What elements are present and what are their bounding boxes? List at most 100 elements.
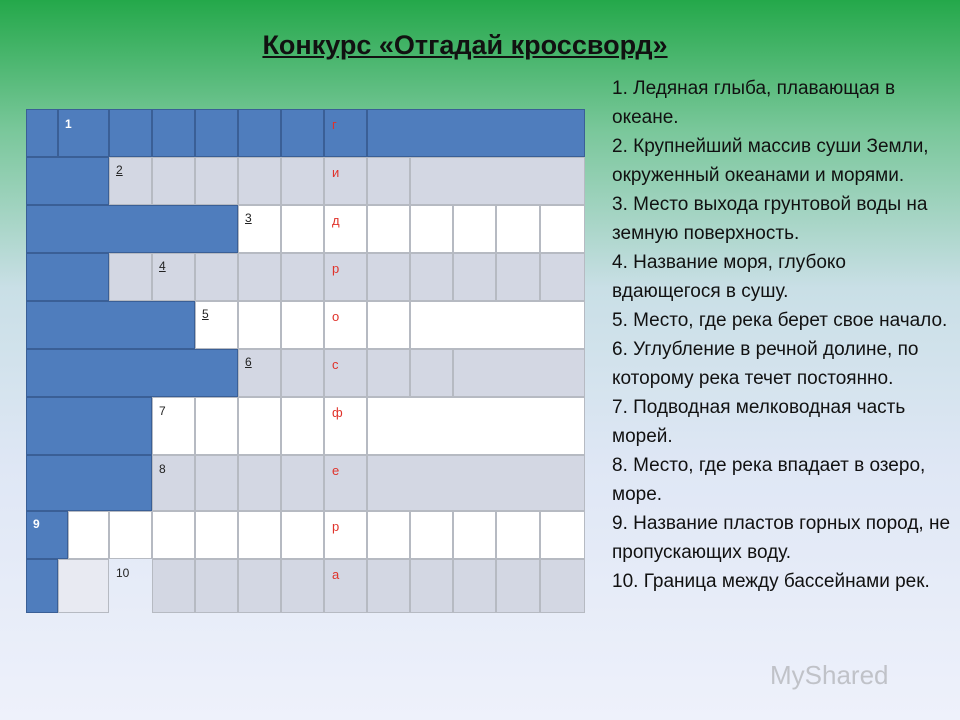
clue-1: 1. Ледяная глыба, плавающая в океане.: [612, 78, 896, 128]
crossword-cell[interactable]: [324, 455, 367, 511]
crossword-cell[interactable]: [195, 253, 238, 301]
crossword-cell[interactable]: [238, 301, 281, 349]
crossword-cell[interactable]: [324, 397, 367, 455]
crossword-cell[interactable]: [540, 253, 585, 301]
crossword-cell[interactable]: [410, 157, 585, 205]
crossword-cell[interactable]: [367, 301, 410, 349]
crossword-blank-block: [26, 511, 68, 559]
crossword-blank-block: [281, 109, 324, 157]
clue-number: 4: [159, 259, 166, 273]
crossword-cell[interactable]: [496, 253, 540, 301]
crossword-cell[interactable]: [281, 301, 324, 349]
crossword-blank-block: [26, 157, 109, 205]
crossword-cell[interactable]: [238, 205, 281, 253]
crossword-cell[interactable]: [367, 455, 585, 511]
crossword-cell[interactable]: [324, 349, 367, 397]
crossword-cell[interactable]: [152, 253, 195, 301]
crossword-cell[interactable]: [195, 455, 238, 511]
clue-4: 4. Название моря, глубоко вдающегося в с…: [612, 252, 846, 302]
crossword-cell[interactable]: [453, 511, 496, 559]
keyword-letter: о: [332, 309, 340, 324]
crossword-cell[interactable]: [195, 397, 238, 455]
crossword-cell[interactable]: [281, 253, 324, 301]
crossword-cell[interactable]: [281, 511, 324, 559]
crossword-cell[interactable]: [152, 559, 195, 613]
crossword-cell[interactable]: [324, 253, 367, 301]
crossword-cell[interactable]: [152, 157, 195, 205]
crossword-cell[interactable]: [367, 511, 410, 559]
crossword-blank-block: [26, 455, 152, 511]
clue-number: 2: [116, 163, 123, 177]
crossword-cell[interactable]: [109, 253, 152, 301]
clue-5: 5. Место, где река берет свое начало.: [612, 310, 948, 331]
crossword-cell[interactable]: [238, 455, 281, 511]
crossword-cell[interactable]: [367, 205, 410, 253]
crossword-cell[interactable]: [324, 559, 367, 613]
clue-number: 9: [33, 517, 40, 531]
crossword-cell[interactable]: [109, 511, 152, 559]
crossword-cell[interactable]: [410, 205, 453, 253]
crossword-cell[interactable]: [152, 511, 195, 559]
keyword-letter: р: [332, 519, 340, 534]
crossword-cell[interactable]: [367, 157, 410, 205]
crossword-cell[interactable]: [453, 253, 496, 301]
crossword-cell[interactable]: [281, 349, 324, 397]
clue-6: 6. Углубление в речной долине, по которо…: [612, 339, 919, 389]
crossword-cell[interactable]: [152, 455, 195, 511]
crossword-cell[interactable]: [195, 157, 238, 205]
crossword-blank-block: [238, 109, 281, 157]
crossword-blank-block: [26, 109, 58, 157]
clue-number: 10: [116, 566, 130, 580]
crossword-cell[interactable]: [453, 349, 585, 397]
crossword-cell[interactable]: [238, 511, 281, 559]
crossword-cell[interactable]: [281, 205, 324, 253]
crossword-cell[interactable]: [324, 157, 367, 205]
crossword-cell[interactable]: [324, 511, 367, 559]
crossword-cell[interactable]: [410, 349, 453, 397]
crossword-cell[interactable]: [324, 301, 367, 349]
crossword-cell[interactable]: [238, 349, 281, 397]
crossword-cell[interactable]: [367, 349, 410, 397]
crossword-cell[interactable]: [453, 559, 496, 613]
crossword-cell[interactable]: [367, 559, 410, 613]
crossword-cell[interactable]: [410, 253, 453, 301]
keyword-letter: д: [332, 213, 340, 228]
clue-7: 7. Подводная мелководная часть морей.: [612, 397, 906, 447]
crossword-blank-block: [26, 349, 238, 397]
clue-number: 8: [159, 462, 166, 476]
crossword-cell[interactable]: [281, 397, 324, 455]
crossword-cell[interactable]: [281, 157, 324, 205]
crossword-cell[interactable]: [453, 205, 496, 253]
crossword-cell[interactable]: [195, 559, 238, 613]
crossword-cell[interactable]: [540, 511, 585, 559]
crossword-cell[interactable]: [238, 397, 281, 455]
crossword-cell[interactable]: [195, 301, 238, 349]
crossword-cell[interactable]: [496, 559, 540, 613]
clue-number: 7: [159, 404, 166, 418]
crossword-cell[interactable]: [109, 157, 152, 205]
keyword-letter: р: [332, 261, 340, 276]
crossword-cell[interactable]: [281, 559, 324, 613]
crossword-cell[interactable]: [367, 253, 410, 301]
crossword-cell[interactable]: [410, 511, 453, 559]
crossword-cell[interactable]: [238, 253, 281, 301]
crossword-cell[interactable]: [410, 301, 585, 349]
crossword-cell[interactable]: [496, 205, 540, 253]
crossword-cell[interactable]: [152, 397, 195, 455]
crossword-cell[interactable]: [238, 559, 281, 613]
crossword-cell[interactable]: [238, 157, 281, 205]
crossword-cell[interactable]: [281, 455, 324, 511]
crossword-cell[interactable]: [496, 511, 540, 559]
crossword-cell[interactable]: [195, 511, 238, 559]
crossword-cell[interactable]: [58, 559, 109, 613]
crossword-cell[interactable]: [540, 205, 585, 253]
crossword-cell[interactable]: [367, 397, 585, 455]
crossword-cell[interactable]: [68, 511, 109, 559]
crossword-cell[interactable]: [324, 205, 367, 253]
clue-number: 6: [245, 355, 252, 369]
crossword-cell[interactable]: [540, 559, 585, 613]
crossword-cell[interactable]: [410, 559, 453, 613]
keyword-letter: е: [332, 463, 340, 478]
keyword-letter: г: [332, 117, 337, 132]
